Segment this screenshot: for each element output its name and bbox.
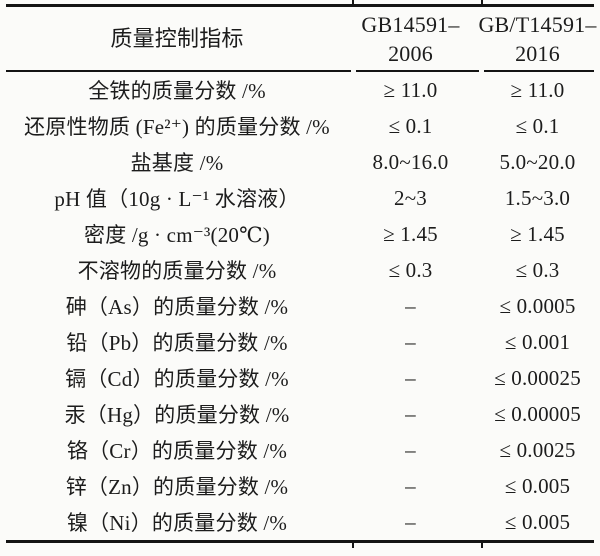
header-gbt14591-2016: GB/T14591– 2016 xyxy=(478,7,600,70)
gb2016-value: ≤ 0.005 xyxy=(504,473,571,498)
header-indicator-label: 质量控制指标 xyxy=(0,7,354,70)
header-gb2006-line1: GB14591– xyxy=(361,11,460,37)
table-row: 还原性物质 (Fe²⁺) 的质量分数 /% ≤ 0.1 ≤ 0.1 xyxy=(0,108,600,144)
column-divider-tick xyxy=(481,543,483,548)
gb2016-value: ≤ 0.0025 xyxy=(499,437,576,462)
table-row: 铬（Cr）的质量分数 /% – ≤ 0.0025 xyxy=(0,432,600,468)
table-row: pH 值（10g · L⁻¹ 水溶液） 2~3 1.5~3.0 xyxy=(0,180,600,216)
table-row: 盐基度 /% 8.0~16.0 5.0~20.0 xyxy=(0,144,600,180)
gb2016-value: ≤ 0.00005 xyxy=(494,401,581,426)
gb2016-value: 1.5~3.0 xyxy=(504,185,571,210)
header-gb2016-line1: GB/T14591– xyxy=(478,11,597,37)
indicator-label: 铬（Cr）的质量分数 /% xyxy=(66,439,288,463)
indicator-label: 不溶物的质量分数 /% xyxy=(77,259,277,283)
table-row: 镉（Cd）的质量分数 /% – ≤ 0.00025 xyxy=(0,360,600,396)
gb2006-value: ≥ 11.0 xyxy=(383,77,438,102)
table-top-rule xyxy=(6,4,594,7)
gb2006-value: ≤ 0.3 xyxy=(388,257,433,282)
gb2006-value: 8.0~16.0 xyxy=(372,149,449,174)
gb2006-value: – xyxy=(405,365,416,390)
gb2006-value: – xyxy=(405,329,416,354)
indicator-label: 盐基度 /% xyxy=(130,151,224,175)
gb2016-value: ≤ 0.1 xyxy=(515,113,560,138)
table-row: 不溶物的质量分数 /% ≤ 0.3 ≤ 0.3 xyxy=(0,252,600,288)
table-row: 密度 /g · cm⁻³(20℃) ≥ 1.45 ≥ 1.45 xyxy=(0,216,600,252)
table-header-divider-rule xyxy=(6,70,594,72)
column-divider-tick xyxy=(481,0,483,4)
indicator-label: 全铁的质量分数 /% xyxy=(88,79,266,103)
indicator-label: 砷（As）的质量分数 /% xyxy=(65,295,289,319)
gb2016-value: ≤ 0.00025 xyxy=(494,365,581,390)
gb2016-value: ≥ 1.45 xyxy=(510,221,565,246)
header-indicator-text: 质量控制指标 xyxy=(110,26,244,51)
gb2016-value: ≥ 11.0 xyxy=(510,77,565,102)
header-gb14591-2006: GB14591– 2006 xyxy=(354,7,481,70)
gb2016-value: 5.0~20.0 xyxy=(499,149,576,174)
gb2016-value: ≤ 0.0005 xyxy=(499,293,576,318)
gb2006-value: ≥ 1.45 xyxy=(383,221,438,246)
indicator-label: pH 值（10g · L⁻¹ 水溶液） xyxy=(54,187,300,211)
table-body: 全铁的质量分数 /% ≥ 11.0 ≥ 11.0 还原性物质 (Fe²⁺) 的质… xyxy=(0,72,600,540)
header-gb2006-line2: 2006 xyxy=(388,40,433,66)
gb2016-value: ≤ 0.3 xyxy=(515,257,560,282)
table-row: 镍（Ni）的质量分数 /% – ≤ 0.005 xyxy=(0,504,600,540)
gb2006-value: – xyxy=(405,437,416,462)
indicator-label: 密度 /g · cm⁻³(20℃) xyxy=(84,223,270,247)
gb2006-value: – xyxy=(405,473,416,498)
indicator-label: 镉（Cd）的质量分数 /% xyxy=(65,367,289,391)
table-row: 铅（Pb）的质量分数 /% – ≤ 0.001 xyxy=(0,324,600,360)
gb2016-value: ≤ 0.005 xyxy=(504,509,571,534)
indicator-label: 汞（Hg）的质量分数 /% xyxy=(64,403,290,427)
table-row: 锌（Zn）的质量分数 /% – ≤ 0.005 xyxy=(0,468,600,504)
gb2006-value: ≤ 0.1 xyxy=(388,113,433,138)
indicator-label: 锌（Zn）的质量分数 /% xyxy=(65,475,289,499)
gb2006-value: – xyxy=(405,509,416,534)
column-divider-tick xyxy=(352,543,354,548)
indicator-label: 镍（Ni）的质量分数 /% xyxy=(66,511,288,535)
indicator-label: 铅（Pb）的质量分数 /% xyxy=(66,331,288,355)
gb2006-value: 2~3 xyxy=(394,185,427,210)
gb2006-value: – xyxy=(405,293,416,318)
table-row: 全铁的质量分数 /% ≥ 11.0 ≥ 11.0 xyxy=(0,72,600,108)
gb2006-value: – xyxy=(405,401,416,426)
column-divider-tick xyxy=(352,0,354,4)
table-row: 砷（As）的质量分数 /% – ≤ 0.0005 xyxy=(0,288,600,324)
gb2016-value: ≤ 0.001 xyxy=(504,329,571,354)
table-row: 汞（Hg）的质量分数 /% – ≤ 0.00005 xyxy=(0,396,600,432)
indicator-label: 还原性物质 (Fe²⁺) 的质量分数 /% xyxy=(24,115,330,139)
header-gb2016-line2: 2016 xyxy=(515,40,560,66)
table-header-row: 质量控制指标 GB14591– 2006 GB/T14591– 2016 xyxy=(0,7,600,70)
table-bottom-rule xyxy=(6,540,594,543)
